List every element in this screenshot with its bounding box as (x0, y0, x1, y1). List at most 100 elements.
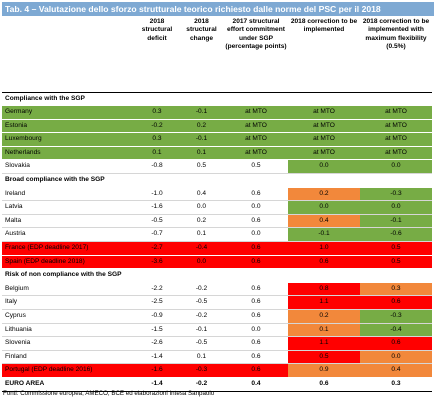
table-cell: -0.4 (179, 241, 224, 256)
table-cell: 0.6 (224, 255, 288, 270)
table-cell: 0.3 (135, 105, 179, 120)
section-header-row: Compliance with the SGP (2, 91, 432, 107)
table-row: Cyprus -0.9 -0.2 0.6 0.2 -0.3 (2, 309, 432, 324)
table-cell: -0.5 (179, 295, 224, 310)
row-label: Italy (2, 295, 135, 310)
table-row: Spain (EDP deadline 2018) -3.6 0.0 0.6 0.6 0.… (2, 255, 432, 270)
table-cell: 0.6 (224, 309, 288, 324)
table-row: Portugal (EDP deadline 2016) -1.6 -0.3 0.6 0… (2, 363, 432, 378)
table-row: Luxembourg 0.3 -0.1 at MTO at MTO at MTO (2, 132, 432, 147)
table-cell: at MTO (288, 132, 360, 147)
table-cell: -2.6 (135, 336, 179, 351)
row-label: Germany (2, 105, 135, 120)
row-label: Slovakia (2, 159, 135, 175)
row-label: Finland (2, 350, 135, 365)
table-cell: at MTO (224, 105, 288, 120)
table-cell: 0.5 (288, 350, 360, 365)
table-cell: at MTO (360, 132, 432, 147)
table-cell: 0.3 (360, 282, 432, 297)
table-cell: at MTO (288, 105, 360, 120)
table-cell: 0.0 (224, 200, 288, 215)
table-row: Lithuania -1.5 -0.1 0.0 0.1 -0.4 (2, 323, 432, 338)
table-cell: 0.5 (179, 159, 224, 175)
section-header-row: Risk of non compliance with the SGP (2, 268, 432, 283)
table-cell: -0.1 (179, 132, 224, 147)
table-cell: 1.0 (288, 241, 360, 256)
table-cell: 0.1 (288, 323, 360, 338)
table-cell: -0.5 (179, 336, 224, 351)
section-label: Compliance with the SGP (2, 91, 432, 107)
table-cell: at MTO (360, 119, 432, 134)
table-row: Slovenia -2.6 -0.5 0.6 1.1 0.6 (2, 336, 432, 351)
section-header-row: Broad compliance with the SGP (2, 173, 432, 188)
table-row: Finland -1.4 0.1 0.6 0.5 0.0 (2, 350, 432, 365)
column-header: 2018 structural change (186, 18, 217, 42)
table-cell: 0.6 (224, 214, 288, 229)
table-cell: 0.6 (224, 336, 288, 351)
section-label: Risk of non compliance with the SGP (2, 268, 432, 283)
table-cell: 0.9 (288, 363, 360, 378)
row-label: Cyprus (2, 309, 135, 324)
row-label: Austria (2, 227, 135, 243)
table-cell: 0.0 (288, 200, 360, 215)
table-row: Slovakia -0.8 0.5 0.5 0.0 0.0 (2, 159, 432, 175)
table-cell: -0.2 (179, 309, 224, 324)
row-label: EURO AREA (2, 376, 135, 392)
table-cell: 0.0 (360, 350, 432, 365)
table-row: Italy -2.5 -0.5 0.6 1.1 0.6 (2, 295, 432, 310)
table-cell: 0.4 (360, 363, 432, 378)
table-cell: -0.6 (360, 227, 432, 243)
table-cell: -0.4 (360, 323, 432, 338)
column-header: 2017 structural effort commitment under … (225, 18, 287, 50)
table-body: Compliance with the SGP Germany 0.3 -0.1 at … (2, 91, 432, 392)
table-cell: -1.0 (135, 187, 179, 202)
column-header: 2018 correction to be implemented with m… (362, 18, 430, 50)
table-row: France (EDP deadline 2017) -2.7 -0.4 0.6 1.0… (2, 241, 432, 256)
table-title: Tab. 4 – Valutazione dello sforzo strutt… (2, 2, 434, 16)
table-cell: at MTO (224, 119, 288, 134)
table-cell: at MTO (224, 146, 288, 161)
table-cell: at MTO (360, 105, 432, 120)
table-cell: 0.2 (288, 309, 360, 324)
table-cell: 0.6 (224, 282, 288, 297)
table-row: Ireland -1.0 0.4 0.6 0.2 -0.3 (2, 187, 432, 202)
row-label: Ireland (2, 187, 135, 202)
table-cell: 0.1 (179, 350, 224, 365)
table-cell: 0.4 (179, 187, 224, 202)
table-cell: 0.0 (360, 159, 432, 175)
table-cell: 0.6 (288, 376, 360, 392)
data-table: 2018 structural deficit 2018 structural … (2, 16, 432, 392)
table-cell: at MTO (224, 132, 288, 147)
table-cell: 0.3 (360, 376, 432, 392)
table-cell: -0.3 (360, 309, 432, 324)
row-label: France (EDP deadline 2017) (2, 241, 135, 256)
table-cell: -0.3 (179, 363, 224, 378)
table-cell: 0.1 (179, 146, 224, 161)
table-row: Germany 0.3 -0.1 at MTO at MTO at MTO (2, 105, 432, 120)
table-cell: -3.6 (135, 255, 179, 270)
table-cell: 0.6 (224, 350, 288, 365)
row-label: Latvia (2, 200, 135, 215)
table-cell: at MTO (288, 119, 360, 134)
table-cell: -0.7 (135, 227, 179, 243)
table-cell: 0.4 (288, 214, 360, 229)
table-cell: 0.6 (224, 241, 288, 256)
row-label: Luxembourg (2, 132, 135, 147)
table-cell: 0.0 (224, 227, 288, 243)
table-cell: -0.9 (135, 309, 179, 324)
table-row: Belgium -2.2 -0.2 0.6 0.8 0.3 (2, 282, 432, 297)
table-cell: -1.5 (135, 323, 179, 338)
table-cell: 0.5 (360, 255, 432, 270)
table-cell: 0.0 (179, 200, 224, 215)
table-cell: 0.1 (179, 227, 224, 243)
row-label: Malta (2, 214, 135, 229)
table-cell: 0.2 (179, 119, 224, 134)
table-cell: 1.1 (288, 336, 360, 351)
table-cell: 0.5 (224, 159, 288, 175)
table-cell: -1.4 (135, 376, 179, 392)
table-cell: at MTO (288, 146, 360, 161)
row-label: Spain (EDP deadline 2018) (2, 255, 135, 270)
table-cell: -1.6 (135, 363, 179, 378)
table-cell: -2.5 (135, 295, 179, 310)
table-cell: -1.6 (135, 200, 179, 215)
